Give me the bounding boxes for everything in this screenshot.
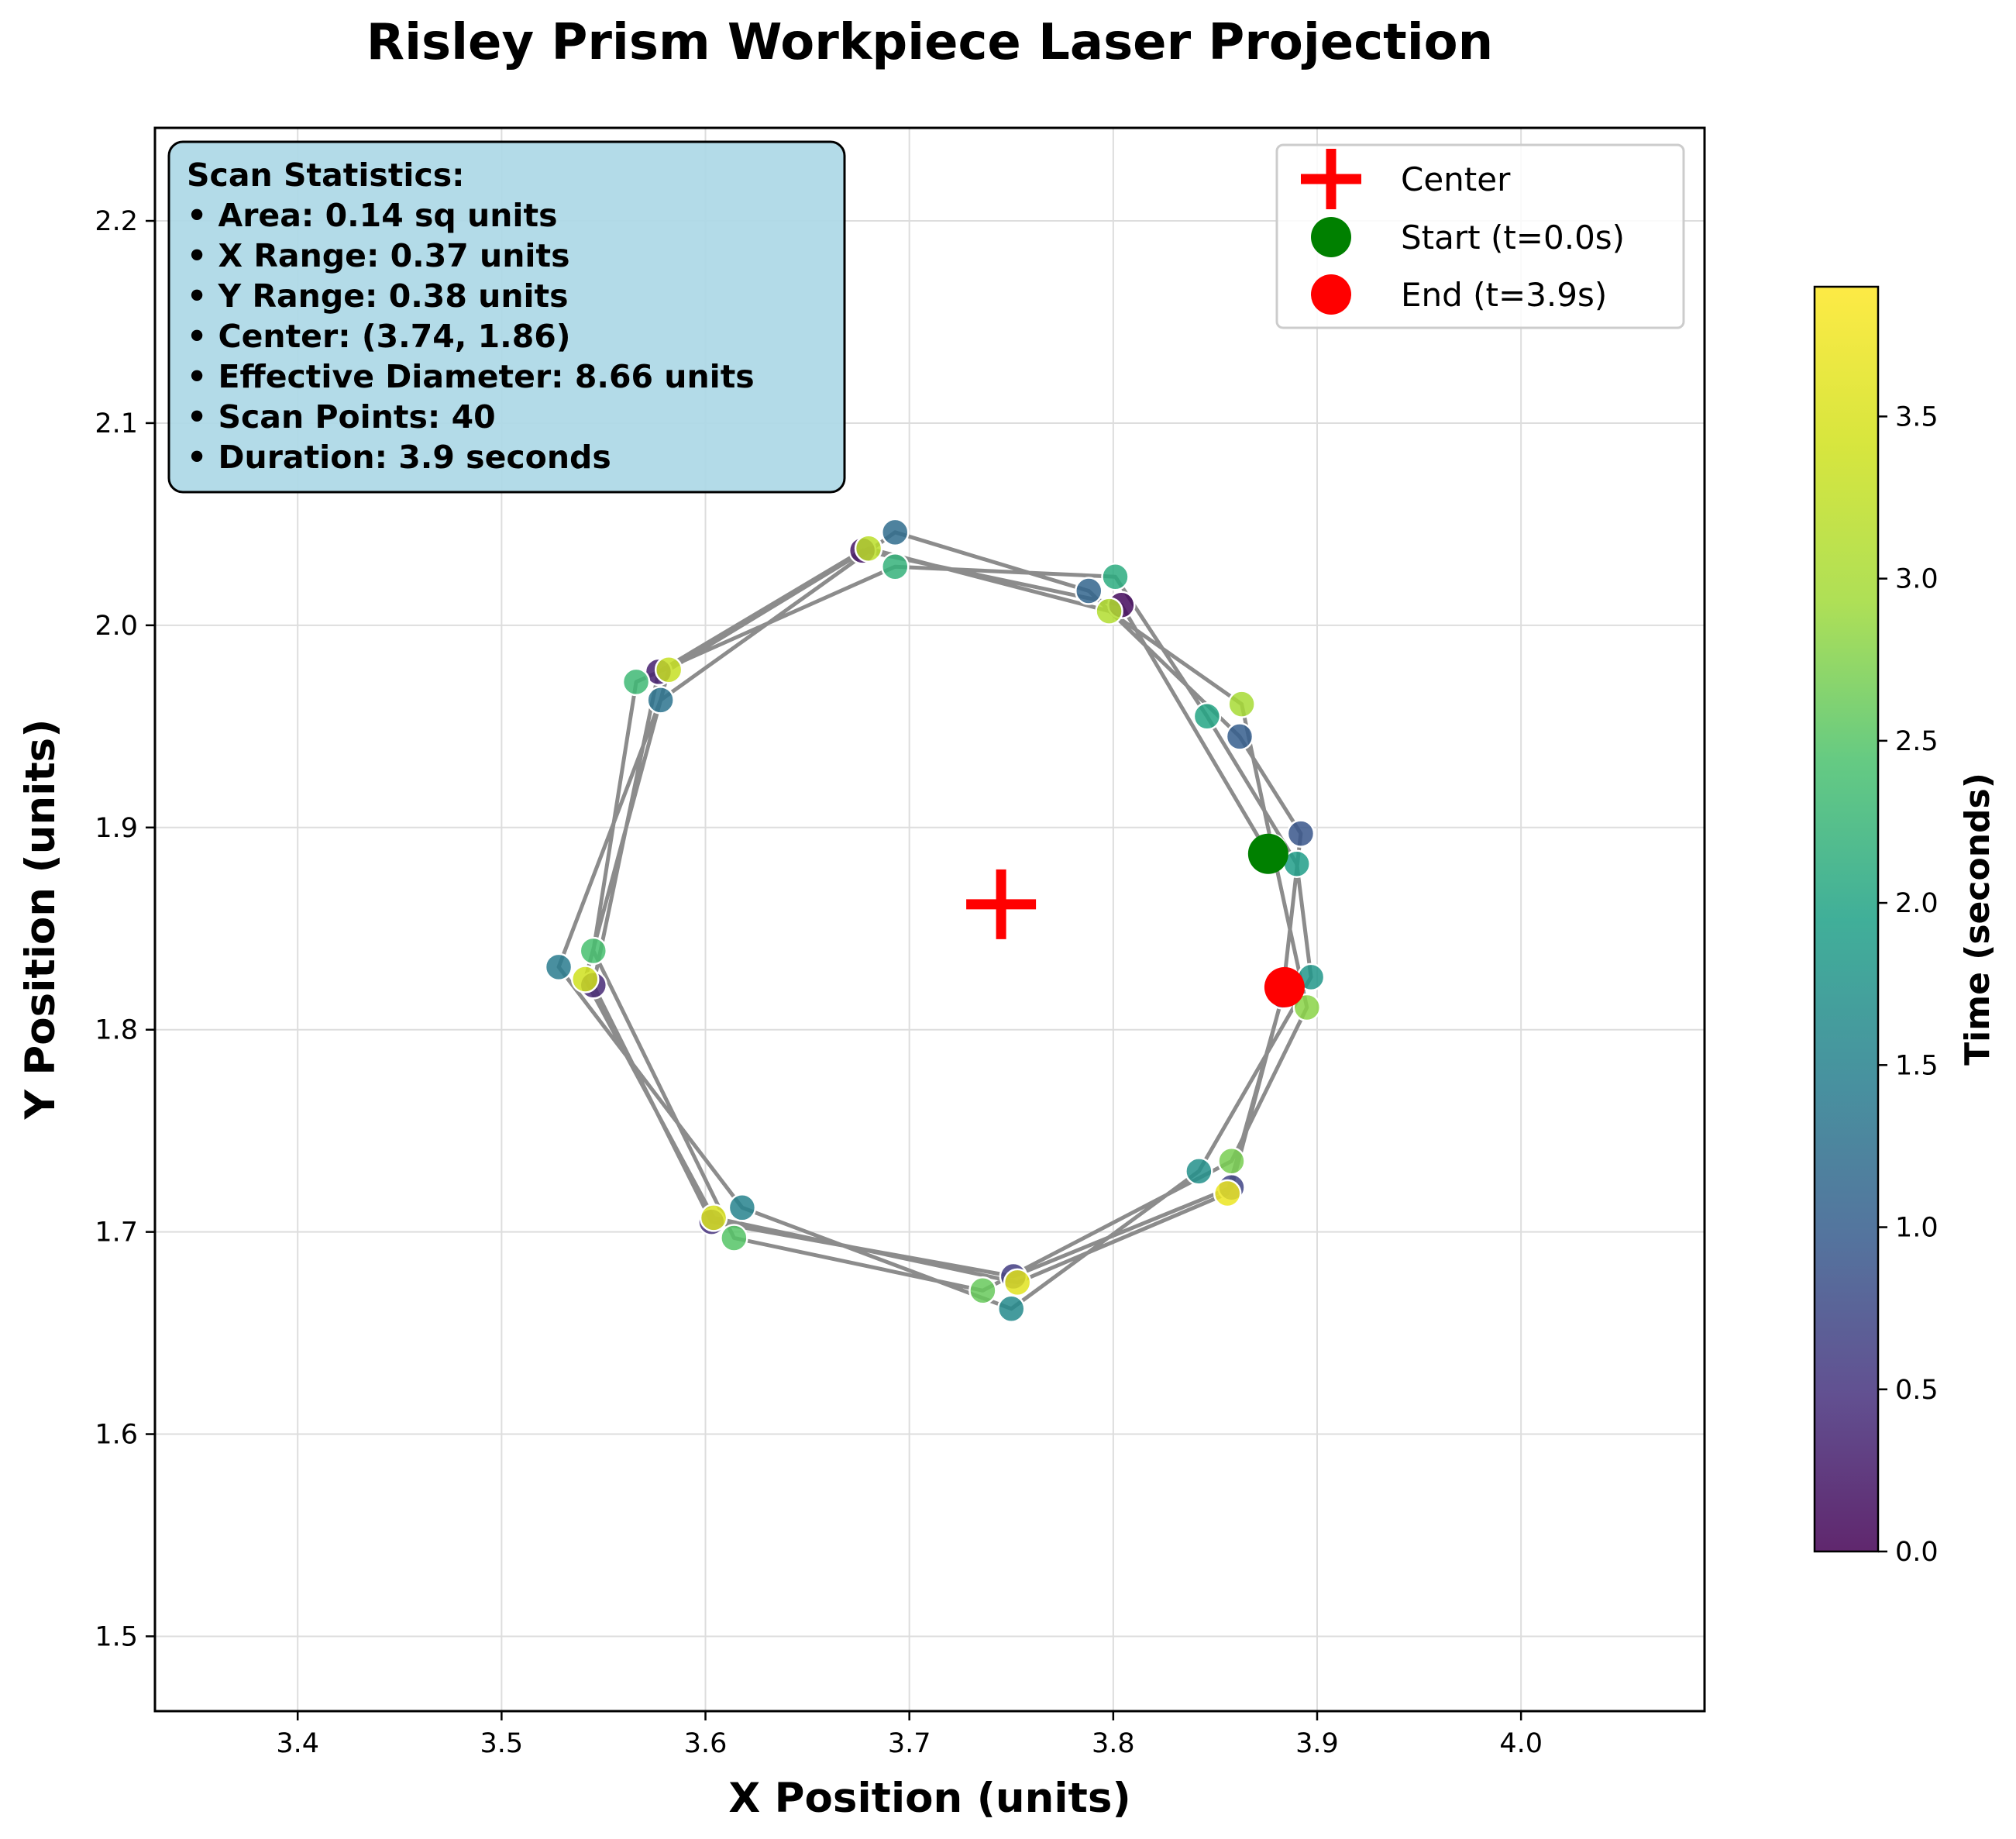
x-tick-label: 4.0 [1499,1728,1543,1759]
stats-line: • Duration: 3.9 seconds [187,439,611,476]
grid [155,128,1705,1711]
x-tick-label: 3.8 [1092,1728,1135,1759]
y-tick-label: 2.1 [95,408,138,439]
scan-point [1075,577,1103,605]
stats-line: Scan Statistics: [187,157,465,194]
stats-line: • Scan Points: 40 [187,398,496,436]
center-marker [966,869,1037,939]
legend-center-marker [1301,149,1361,209]
legend-start-marker [1311,217,1351,257]
scan-point [968,1276,997,1305]
scan-point [854,534,883,563]
x-axis-label: X Position (units) [728,1775,1130,1822]
y-axis-ticks: 1.5 1.6 1.7 1.8 1.9 2.0 2.1 2.2 [95,206,155,1652]
x-tick-label: 3.5 [480,1728,524,1759]
x-tick-label: 3.4 [276,1728,319,1759]
stats-box: Scan Statistics: • Area: 0.14 sq units •… [167,140,846,494]
y-tick-label: 1.6 [95,1420,138,1451]
colorbar-ticks: 0.0 0.5 1.0 1.5 2.0 2.5 3.0 3.5 [1878,401,1939,1568]
colorbar-tick-label: 3.0 [1895,564,1939,595]
scan-point [1192,702,1222,731]
colorbar-tick-label: 2.5 [1895,726,1939,757]
x-tick-label: 3.6 [684,1728,728,1759]
legend-center-label: Center [1401,160,1511,198]
special-markers [966,833,1305,1007]
colorbar-tick-label: 1.5 [1895,1050,1939,1081]
colorbar-tick-label: 3.5 [1895,401,1939,432]
stats-box-background [167,140,846,494]
scan-point [1185,1157,1213,1186]
colorbar-gradient [1813,285,1880,1553]
y-tick-label: 1.7 [95,1217,138,1248]
scan-point [571,965,600,994]
legend-end-label: End (t=3.9s) [1401,276,1607,314]
colorbar-tick-label: 1.0 [1895,1213,1939,1244]
colorbar-tick-label: 2.0 [1895,888,1939,919]
scan-point [720,1224,748,1252]
scan-point [997,1294,1026,1324]
scan-point [1095,597,1123,625]
scan-point [881,552,910,581]
scan-point [1213,1179,1242,1208]
scan-point [1227,690,1256,718]
y-tick-label: 1.8 [95,1015,138,1046]
scan-point [881,518,910,547]
scan-point [1292,993,1322,1022]
legend-start-label: Start (t=0.0s) [1401,219,1625,257]
y-axis-label: Y Position (units) [17,719,64,1121]
scan-point [1101,562,1130,591]
y-tick-label: 1.9 [95,813,138,844]
x-axis-ticks: 3.4 3.5 3.6 3.7 3.8 3.9 4.0 [276,1711,1543,1759]
y-tick-label: 1.5 [95,1621,138,1652]
plot-frame [153,126,1706,1713]
legend-end-marker [1311,274,1351,315]
colorbar-tick-label: 0.0 [1895,1537,1939,1568]
start-marker [1247,833,1288,874]
scan-point [654,656,683,684]
scan-point [1217,1147,1246,1176]
x-tick-label: 3.7 [888,1728,931,1759]
scan-point [1003,1268,1032,1297]
colorbar-label: Time (seconds) [1958,773,1997,1066]
scan-path [556,530,1313,1311]
stats-line: • Effective Diameter: 8.66 units [187,358,755,395]
scan-point [646,686,675,715]
stats-line: • X Range: 0.37 units [187,237,569,274]
scan-point [579,936,608,966]
scan-point [699,1204,728,1232]
scan-point [728,1193,757,1222]
scan-point [1225,722,1254,751]
x-tick-label: 3.9 [1295,1728,1339,1759]
colorbar-tick-label: 0.5 [1895,1375,1939,1406]
y-tick-label: 2.2 [95,206,138,237]
scan-point [544,952,573,982]
end-marker [1264,966,1305,1007]
chart-title: Risley Prism Workpiece Laser Projection [366,14,1493,71]
scan-path-line [556,530,1313,1311]
stats-line: • Center: (3.74, 1.86) [187,318,571,355]
scan-point [1286,819,1316,848]
legend-frame [1275,143,1685,329]
legend: Center Start (t=0.0s) End (t=3.9s) [1275,143,1685,329]
scan-point [621,667,651,697]
stats-line: • Y Range: 0.38 units [187,277,569,315]
stats-line: • Area: 0.14 sq units [187,197,557,234]
colorbar: 0.0 0.5 1.0 1.5 2.0 2.5 3.0 3.5 Time (seconds) [1813,285,1997,1568]
y-tick-label: 2.0 [95,611,138,642]
